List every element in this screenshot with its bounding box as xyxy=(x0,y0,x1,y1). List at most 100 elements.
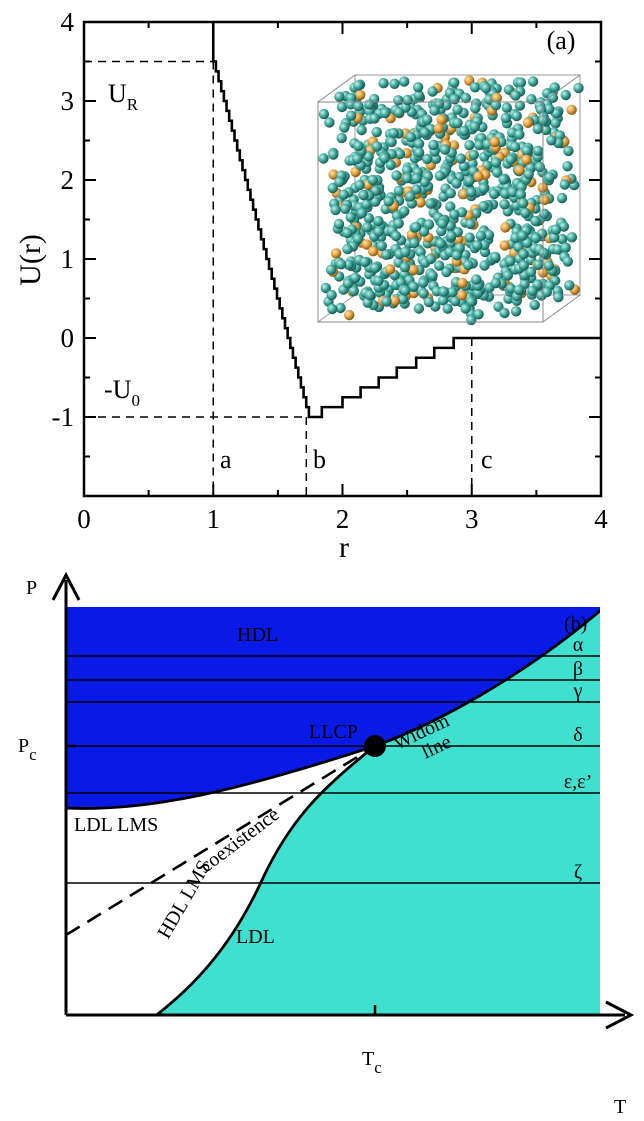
label-u-r: UR xyxy=(108,79,139,114)
particle xyxy=(384,264,396,275)
particle xyxy=(559,179,570,190)
particle xyxy=(334,91,345,102)
particle xyxy=(330,204,341,216)
particle xyxy=(498,174,509,185)
particle xyxy=(418,226,430,237)
particle xyxy=(550,118,561,129)
particle xyxy=(488,188,500,200)
potential-series-line xyxy=(211,22,601,419)
label-c: c xyxy=(481,445,493,474)
particle xyxy=(399,206,410,217)
particle xyxy=(464,75,475,86)
particle xyxy=(530,215,541,227)
y-tick-label: -1 xyxy=(52,402,75,432)
particle xyxy=(394,148,406,160)
particle xyxy=(342,227,353,239)
particle xyxy=(373,275,384,286)
particle xyxy=(427,86,438,97)
p-axis-title: P xyxy=(26,577,37,599)
llcp-marker xyxy=(364,735,386,757)
particle xyxy=(418,277,429,288)
particle xyxy=(499,240,510,251)
y-tick-label: 2 xyxy=(61,165,75,195)
particle xyxy=(517,198,529,209)
particle xyxy=(405,191,416,202)
particle xyxy=(515,77,527,88)
y-tick-label: 4 xyxy=(61,7,75,37)
panel-a-label: (a) xyxy=(547,26,576,55)
particle xyxy=(560,242,571,253)
particle xyxy=(344,309,355,321)
particle xyxy=(466,187,477,198)
particle xyxy=(514,129,525,140)
isobar-label: β xyxy=(573,658,583,680)
particle xyxy=(538,115,549,126)
particle xyxy=(467,158,478,169)
particle xyxy=(471,274,482,285)
particle xyxy=(425,198,436,209)
label-a: a xyxy=(220,445,232,474)
particle xyxy=(522,117,534,128)
particle xyxy=(400,285,411,296)
particle xyxy=(556,192,568,204)
particle xyxy=(539,208,550,219)
particle xyxy=(515,189,527,200)
x-tick-label: 0 xyxy=(77,504,91,534)
particle xyxy=(352,233,364,244)
particle xyxy=(389,78,400,90)
particle xyxy=(465,218,476,230)
x-tick-label: 3 xyxy=(465,504,479,534)
particle xyxy=(335,259,347,270)
particle xyxy=(336,132,347,144)
particle xyxy=(413,138,425,149)
particle xyxy=(527,76,539,87)
box-edge xyxy=(542,74,581,103)
particle xyxy=(419,127,431,138)
particle xyxy=(460,92,472,104)
particle xyxy=(513,284,525,296)
particle xyxy=(335,302,346,314)
particle xyxy=(442,303,453,314)
particle xyxy=(330,248,342,259)
particle xyxy=(520,207,531,219)
x-tick-label: 4 xyxy=(594,504,608,534)
pc-tick-label: Pc xyxy=(18,735,37,764)
particle xyxy=(566,232,578,243)
particle xyxy=(343,259,354,270)
particle xyxy=(418,288,429,299)
particle xyxy=(566,104,577,116)
particle xyxy=(473,171,484,182)
y-axis-arrow xyxy=(51,571,81,601)
particle xyxy=(400,246,411,258)
particle xyxy=(339,122,350,133)
particle xyxy=(361,199,372,210)
panel-a-tick-labels: 0 1 2 3 4 -1 0 1 2 3 4 xyxy=(52,7,609,534)
particle xyxy=(452,117,463,129)
particle xyxy=(470,103,481,114)
particle xyxy=(562,161,573,172)
particle xyxy=(475,230,486,241)
particle xyxy=(380,107,391,119)
particle xyxy=(369,113,380,124)
particle xyxy=(338,189,349,200)
isobar-label: α xyxy=(573,634,584,656)
particle xyxy=(527,285,538,296)
particle xyxy=(358,189,369,201)
particle xyxy=(514,165,525,176)
particle xyxy=(563,145,574,157)
particle xyxy=(438,286,449,297)
particle xyxy=(381,249,392,260)
particle xyxy=(473,309,484,320)
particle xyxy=(510,90,521,101)
particle xyxy=(434,170,445,181)
particle xyxy=(460,303,471,314)
particle xyxy=(353,100,364,112)
particle xyxy=(437,295,449,306)
particle xyxy=(541,286,552,298)
particle xyxy=(356,124,367,136)
particle xyxy=(381,296,392,307)
particle xyxy=(318,153,329,164)
particle xyxy=(458,125,470,137)
particle xyxy=(413,303,425,314)
particle xyxy=(342,278,354,289)
